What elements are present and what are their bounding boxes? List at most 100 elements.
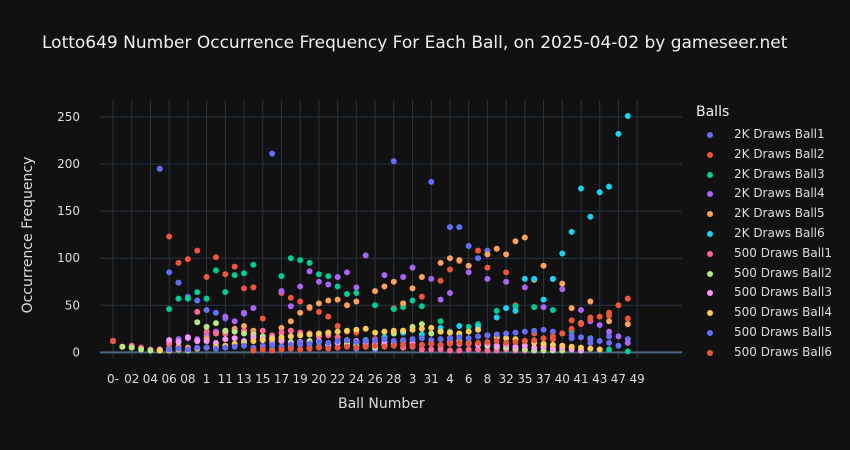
data-point[interactable] bbox=[203, 274, 210, 281]
data-point[interactable] bbox=[475, 326, 482, 333]
data-point[interactable] bbox=[166, 233, 173, 240]
data-point[interactable] bbox=[212, 330, 219, 337]
data-point[interactable] bbox=[231, 335, 238, 342]
data-point[interactable] bbox=[465, 340, 472, 347]
data-point[interactable] bbox=[428, 275, 435, 282]
data-point[interactable] bbox=[166, 346, 173, 353]
legend-item[interactable]: 500 Draws Ball6 bbox=[696, 343, 832, 363]
data-point[interactable] bbox=[222, 271, 229, 278]
data-point[interactable] bbox=[428, 330, 435, 337]
data-point[interactable] bbox=[493, 307, 500, 314]
data-point[interactable] bbox=[297, 309, 304, 316]
data-point[interactable] bbox=[166, 306, 173, 313]
data-point[interactable] bbox=[353, 298, 360, 305]
data-point[interactable] bbox=[344, 343, 350, 350]
data-point[interactable] bbox=[325, 345, 332, 352]
data-point[interactable] bbox=[259, 327, 266, 334]
data-point[interactable] bbox=[222, 289, 229, 296]
data-point[interactable] bbox=[475, 339, 482, 346]
data-point[interactable] bbox=[184, 295, 191, 302]
data-point[interactable] bbox=[512, 343, 519, 350]
data-point[interactable] bbox=[428, 178, 435, 185]
data-point[interactable] bbox=[493, 338, 500, 345]
data-point[interactable] bbox=[540, 326, 547, 333]
data-point[interactable] bbox=[297, 298, 304, 305]
data-point[interactable] bbox=[578, 306, 584, 313]
data-point[interactable] bbox=[315, 344, 322, 351]
data-point[interactable] bbox=[212, 320, 219, 327]
data-point[interactable] bbox=[381, 272, 388, 279]
data-point[interactable] bbox=[437, 296, 444, 303]
data-point[interactable] bbox=[549, 328, 556, 335]
data-point[interactable] bbox=[259, 346, 266, 353]
data-point[interactable] bbox=[212, 254, 219, 261]
data-point[interactable] bbox=[212, 345, 219, 352]
legend-item[interactable]: 2K Draws Ball5 bbox=[696, 204, 832, 224]
data-point[interactable] bbox=[521, 275, 528, 282]
data-point[interactable] bbox=[381, 283, 388, 290]
data-point[interactable] bbox=[465, 269, 472, 276]
legend-item[interactable]: 500 Draws Ball5 bbox=[696, 323, 832, 343]
data-point[interactable] bbox=[156, 347, 163, 354]
data-point[interactable] bbox=[306, 345, 313, 352]
data-point[interactable] bbox=[606, 183, 613, 190]
data-point[interactable] bbox=[606, 328, 613, 335]
data-point[interactable] bbox=[578, 334, 584, 341]
data-point[interactable] bbox=[353, 338, 360, 345]
data-point[interactable] bbox=[278, 273, 285, 280]
data-point[interactable] bbox=[241, 270, 248, 277]
data-point[interactable] bbox=[446, 255, 453, 262]
data-point[interactable] bbox=[306, 304, 313, 311]
data-point[interactable] bbox=[287, 327, 294, 334]
data-point[interactable] bbox=[259, 315, 266, 322]
data-point[interactable] bbox=[559, 330, 566, 337]
data-point[interactable] bbox=[531, 344, 538, 351]
data-point[interactable] bbox=[540, 296, 547, 303]
data-point[interactable] bbox=[465, 346, 472, 353]
data-point[interactable] bbox=[596, 313, 603, 320]
data-point[interactable] bbox=[578, 321, 584, 328]
data-point[interactable] bbox=[587, 345, 594, 352]
data-point[interactable] bbox=[344, 269, 350, 276]
data-point[interactable] bbox=[184, 346, 191, 353]
data-point[interactable] bbox=[559, 286, 566, 293]
legend-item[interactable]: 500 Draws Ball4 bbox=[696, 303, 832, 323]
data-point[interactable] bbox=[540, 262, 547, 269]
data-point[interactable] bbox=[306, 268, 313, 275]
data-point[interactable] bbox=[390, 342, 397, 349]
data-point[interactable] bbox=[344, 327, 350, 334]
data-point[interactable] bbox=[437, 336, 444, 343]
data-point[interactable] bbox=[372, 302, 379, 309]
legend-item[interactable]: 2K Draws Ball2 bbox=[696, 145, 832, 165]
data-point[interactable] bbox=[325, 339, 332, 346]
data-point[interactable] bbox=[175, 295, 182, 302]
data-point[interactable] bbox=[390, 306, 397, 313]
data-point[interactable] bbox=[503, 305, 510, 312]
data-point[interactable] bbox=[362, 325, 369, 332]
data-point[interactable] bbox=[418, 335, 425, 342]
data-point[interactable] bbox=[278, 346, 285, 353]
data-point[interactable] bbox=[203, 344, 210, 351]
data-point[interactable] bbox=[606, 339, 613, 346]
data-point[interactable] bbox=[278, 329, 285, 336]
data-point[interactable] bbox=[503, 269, 510, 276]
data-point[interactable] bbox=[446, 329, 453, 336]
data-point[interactable] bbox=[493, 314, 500, 321]
data-point[interactable] bbox=[381, 328, 388, 335]
data-point[interactable] bbox=[568, 343, 575, 350]
data-point[interactable] bbox=[456, 224, 463, 231]
legend-item[interactable]: 2K Draws Ball3 bbox=[696, 165, 832, 185]
data-point[interactable] bbox=[241, 285, 248, 292]
data-point[interactable] bbox=[596, 322, 603, 329]
data-point[interactable] bbox=[446, 335, 453, 342]
data-point[interactable] bbox=[409, 342, 416, 349]
data-point[interactable] bbox=[372, 288, 379, 295]
data-point[interactable] bbox=[437, 277, 444, 284]
data-point[interactable] bbox=[184, 334, 191, 341]
data-point[interactable] bbox=[278, 288, 285, 295]
data-point[interactable] bbox=[578, 185, 584, 192]
data-point[interactable] bbox=[606, 309, 613, 316]
data-point[interactable] bbox=[287, 345, 294, 352]
data-point[interactable] bbox=[531, 327, 538, 334]
data-point[interactable] bbox=[381, 343, 388, 350]
